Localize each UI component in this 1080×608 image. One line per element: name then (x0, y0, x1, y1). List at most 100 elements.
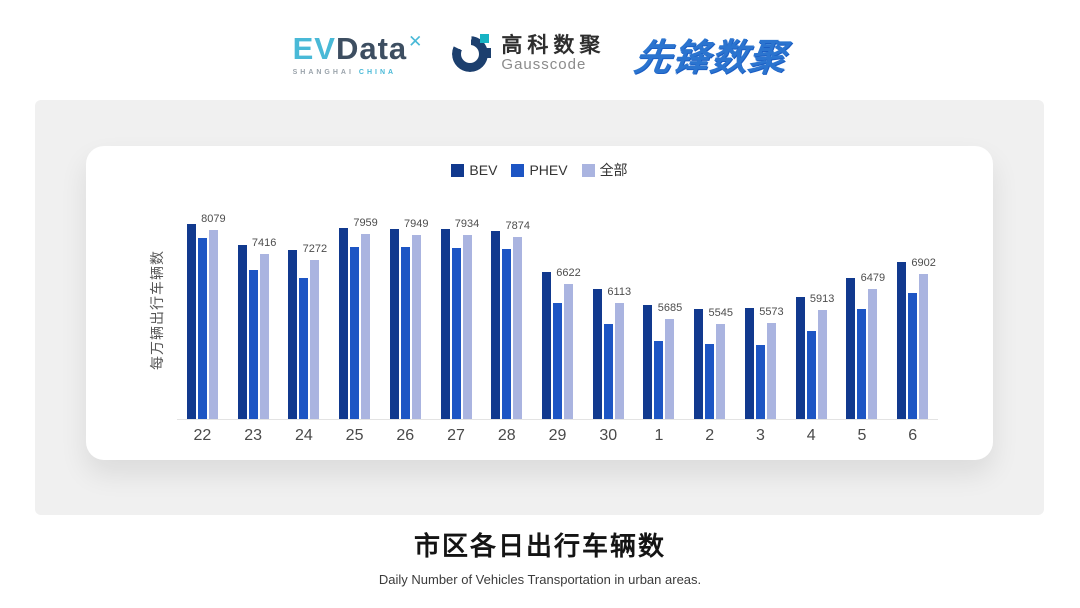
x-tick-30: 30 (599, 427, 618, 444)
bar-全部-23 (259, 254, 269, 419)
bar-group-25: 7959 (329, 214, 380, 419)
evdata-ev-text: EV (292, 30, 336, 66)
bar-bev-25 (339, 228, 349, 419)
bar-value-label-5: 6479 (860, 272, 886, 284)
legend-item-phev[interactable]: PHEV (511, 162, 568, 178)
bar-phev-28 (502, 249, 512, 419)
evdata-logo: EVData✕ SHANGHAI CHINA (293, 33, 423, 76)
chart-title: 市区各日出行车辆数 (413, 531, 666, 561)
x-tick-5: 5 (857, 427, 867, 444)
gausscode-cn-text: 高科数聚 (501, 34, 606, 58)
x-tick-1: 1 (654, 427, 664, 444)
bar-bev-5 (846, 278, 856, 419)
bar-value-label-24: 7272 (302, 243, 328, 255)
chart-caption: 市区各日出行车辆数 Daily Number of Vehicles Trans… (0, 526, 1080, 587)
bar-phev-22 (197, 238, 207, 419)
x-tick-23: 23 (244, 427, 262, 444)
x-axis-tick-labels: 22 23 24 25 26 27 28 29 30 1 2 3 4 5 6 (177, 427, 938, 445)
bar-bev-26 (389, 229, 399, 419)
gausscode-en-text: Gausscode (501, 56, 587, 74)
bar-value-label-28: 7874 (505, 220, 531, 232)
legend-label: BEV (469, 162, 498, 178)
chart-legend: BEV PHEV 全部 (86, 160, 993, 180)
bar-phev-3 (755, 345, 765, 419)
bar-phev-6 (908, 293, 918, 419)
y-axis-label: 每万辆出行车辆数 (149, 250, 165, 370)
bar-bev-2 (694, 309, 704, 419)
bar-phev-2 (705, 344, 715, 419)
bar-group-24: 7272 (278, 214, 329, 419)
evdata-subline: SHANGHAI CHINA (293, 69, 396, 76)
bar-全部-1 (665, 319, 675, 419)
bar-全部-26 (411, 235, 421, 419)
plot-area: 8079 7416 7272 7959 7949 7934 7874 6622 6113 5685… (177, 213, 938, 420)
bar-全部-24 (310, 260, 320, 419)
bar-group-22: 8079 (177, 213, 228, 419)
bar-value-label-1: 5685 (657, 302, 683, 314)
x-tick-2: 2 (705, 427, 715, 444)
bar-group-1: 5685 (634, 214, 685, 419)
bar-value-label-22: 8079 (201, 213, 226, 225)
bar-series-container: 8079 7416 7272 7959 7949 7934 7874 6622 6113 5685… (177, 213, 938, 419)
bar-bev-23 (237, 245, 247, 419)
bar-全部-30 (614, 303, 624, 419)
bar-bev-28 (491, 231, 501, 419)
gausscode-logo: 高科数聚 Gausscode (452, 34, 605, 74)
bar-bev-4 (795, 297, 805, 419)
bar-phev-30 (603, 324, 613, 419)
bar-全部-3 (766, 323, 776, 419)
bar-value-label-23: 7416 (251, 237, 277, 249)
legend-swatch-icon (511, 163, 525, 177)
x-tick-4: 4 (806, 427, 816, 444)
bar-全部-5 (868, 289, 878, 419)
x-tick-29: 29 (548, 427, 567, 444)
bar-bev-27 (440, 229, 450, 419)
gausscode-g-icon (452, 34, 492, 74)
bar-全部-4 (817, 310, 827, 419)
x-tick-25: 25 (345, 427, 364, 444)
legend-label: 全部 (599, 162, 628, 178)
legend-swatch-icon (581, 163, 595, 177)
legend-label: PHEV (529, 162, 568, 178)
legend-swatch-icon (451, 163, 465, 177)
evdata-star-icon: ✕ (408, 31, 424, 51)
bar-value-label-6: 6902 (911, 257, 936, 269)
bar-value-label-30: 6113 (607, 286, 632, 298)
bar-group-6: 6902 (887, 214, 938, 419)
bar-phev-23 (248, 270, 258, 419)
bar-group-5: 6479 (837, 214, 888, 419)
bar-value-label-26: 7949 (404, 218, 429, 230)
legend-item-全部[interactable]: 全部 (581, 160, 628, 180)
bar-phev-5 (857, 309, 867, 419)
legend-item-bev[interactable]: BEV (451, 162, 497, 178)
evdata-data-text: Data (335, 30, 408, 66)
xianfeng-logo: 先锋数聚 (632, 37, 790, 78)
evdata-wordmark: EVData✕ (293, 33, 423, 64)
bar-全部-28 (513, 237, 523, 419)
bar-group-29: 6622 (532, 214, 583, 419)
evdata-china-text: CHINA (358, 68, 397, 76)
bar-group-2: 5545 (684, 214, 735, 419)
bar-value-label-25: 7959 (353, 217, 378, 229)
bar-bev-3 (744, 308, 754, 419)
evdata-shanghai-text: SHANGHAI (292, 68, 354, 76)
bar-group-23: 7416 (228, 214, 279, 419)
chart-subtitle: Daily Number of Vehicles Transportation … (378, 572, 702, 587)
bar-group-4: 5913 (786, 214, 837, 419)
bar-group-28: 7874 (481, 214, 532, 419)
bar-group-30: 6113 (583, 214, 634, 419)
x-tick-28: 28 (497, 427, 516, 444)
x-tick-24: 24 (294, 427, 313, 444)
bar-全部-25 (361, 234, 371, 419)
bar-value-label-4: 5913 (809, 293, 835, 305)
bar-value-label-29: 6622 (556, 267, 581, 279)
bar-phev-27 (451, 248, 461, 419)
x-axis-line (177, 419, 938, 420)
bar-全部-22 (208, 230, 218, 419)
bar-phev-29 (553, 303, 562, 419)
x-tick-27: 27 (447, 427, 465, 444)
bar-bev-1 (643, 305, 653, 419)
bar-bev-6 (897, 262, 907, 419)
bar-group-27: 7934 (431, 214, 482, 419)
bar-全部-2 (716, 324, 726, 419)
